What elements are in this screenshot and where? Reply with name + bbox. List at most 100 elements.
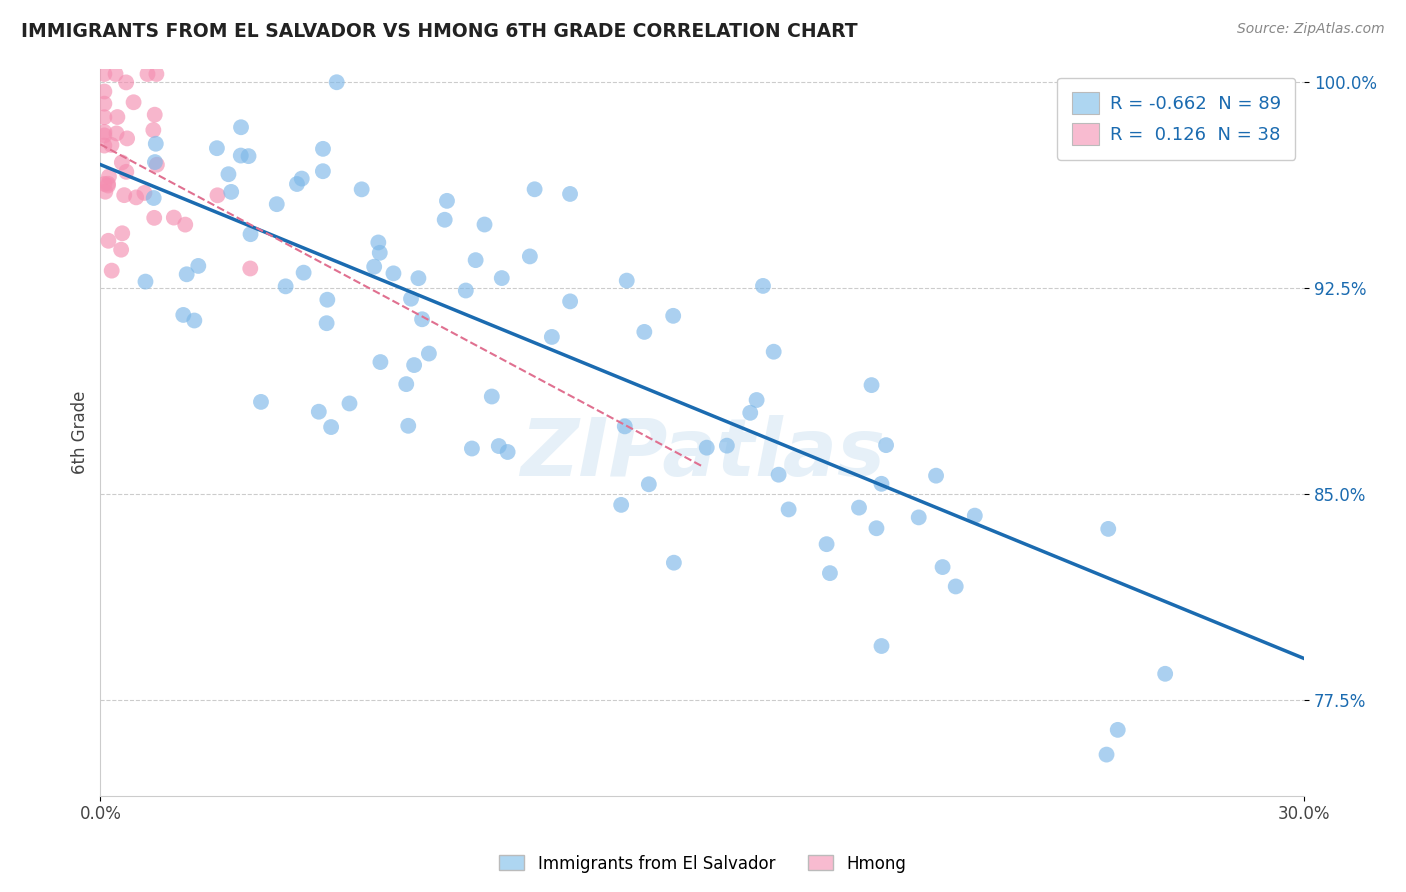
Point: [134, 186, 156, 200]
Point: [367, 235, 389, 250]
Point: [368, 245, 391, 260]
Point: [848, 500, 870, 515]
Legend: R = -0.662  N = 89, R =  0.126  N = 38: R = -0.662 N = 89, R = 0.126 N = 38: [1057, 78, 1295, 160]
Point: [519, 249, 541, 263]
Point: [205, 141, 228, 155]
Point: [339, 396, 361, 410]
Point: [1154, 666, 1177, 681]
Point: [523, 182, 546, 196]
Point: [633, 325, 655, 339]
Point: [1107, 723, 1129, 737]
Point: [146, 158, 169, 172]
Point: [907, 510, 929, 524]
Point: [93, 110, 115, 124]
Text: IMMIGRANTS FROM EL SALVADOR VS HMONG 6TH GRADE CORRELATION CHART: IMMIGRANTS FROM EL SALVADOR VS HMONG 6TH…: [21, 22, 858, 41]
Point: [308, 405, 330, 419]
Point: [125, 190, 148, 204]
Point: [454, 284, 477, 298]
Point: [93, 67, 115, 81]
Point: [408, 271, 430, 285]
Point: [97, 177, 120, 191]
Point: [134, 275, 156, 289]
Point: [925, 468, 948, 483]
Point: [292, 266, 315, 280]
Point: [752, 279, 775, 293]
Point: [870, 476, 893, 491]
Point: [411, 312, 433, 326]
Point: [931, 560, 953, 574]
Point: [105, 127, 128, 141]
Point: [716, 439, 738, 453]
Point: [239, 261, 262, 276]
Point: [93, 128, 115, 143]
Point: [104, 67, 127, 81]
Point: [558, 186, 581, 201]
Point: [143, 211, 166, 225]
Point: [745, 392, 768, 407]
Point: [963, 508, 986, 523]
Point: [291, 171, 314, 186]
Point: [696, 441, 718, 455]
Point: [610, 498, 633, 512]
Point: [815, 537, 838, 551]
Point: [762, 344, 785, 359]
Point: [945, 579, 967, 593]
Point: [93, 96, 115, 111]
Point: [115, 131, 138, 145]
Point: [183, 313, 205, 327]
Point: [111, 155, 134, 169]
Point: [229, 148, 252, 162]
Point: [461, 442, 484, 456]
Point: [142, 191, 165, 205]
Point: [93, 85, 115, 99]
Point: [865, 521, 887, 535]
Point: [396, 418, 419, 433]
Point: [1097, 522, 1119, 536]
Point: [143, 155, 166, 169]
Point: [250, 395, 273, 409]
Point: [637, 477, 659, 491]
Point: [395, 377, 418, 392]
Point: [238, 149, 260, 163]
Point: [145, 67, 167, 81]
Point: [558, 294, 581, 309]
Point: [481, 390, 503, 404]
Point: [1095, 747, 1118, 762]
Point: [662, 309, 685, 323]
Point: [142, 123, 165, 137]
Point: [818, 566, 841, 581]
Point: [266, 197, 288, 211]
Point: [870, 639, 893, 653]
Point: [370, 355, 392, 369]
Point: [312, 142, 335, 156]
Point: [94, 185, 117, 199]
Point: [93, 125, 115, 139]
Point: [105, 110, 128, 124]
Point: [112, 188, 135, 202]
Point: [274, 279, 297, 293]
Point: [110, 243, 132, 257]
Point: [229, 120, 252, 135]
Legend: Immigrants from El Salvador, Hmong: Immigrants from El Salvador, Hmong: [492, 848, 914, 880]
Point: [145, 136, 167, 151]
Point: [325, 75, 347, 89]
Point: [740, 406, 762, 420]
Point: [174, 218, 197, 232]
Point: [382, 266, 405, 280]
Point: [491, 271, 513, 285]
Point: [122, 95, 145, 110]
Point: [418, 346, 440, 360]
Point: [97, 178, 120, 193]
Point: [433, 212, 456, 227]
Point: [436, 194, 458, 208]
Point: [207, 188, 229, 202]
Point: [187, 259, 209, 273]
Point: [350, 182, 373, 196]
Point: [464, 253, 486, 268]
Point: [316, 293, 339, 307]
Point: [474, 218, 496, 232]
Point: [93, 177, 115, 191]
Point: [363, 260, 385, 274]
Point: [176, 267, 198, 281]
Point: [136, 67, 159, 81]
